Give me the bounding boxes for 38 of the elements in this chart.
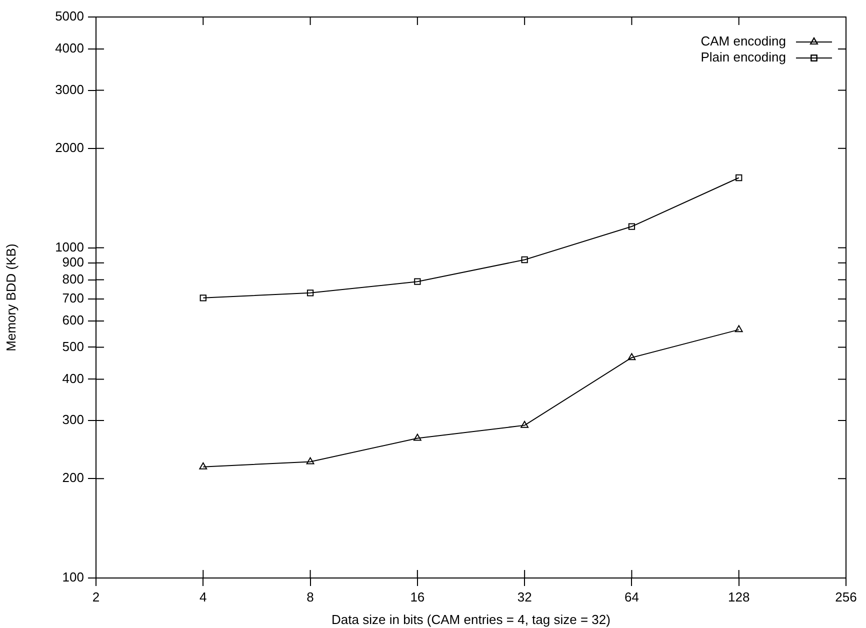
x-tick-label: 2 bbox=[92, 589, 100, 604]
y-tick-label: 600 bbox=[62, 312, 84, 328]
point bbox=[628, 223, 636, 230]
legend-label: CAM encoding bbox=[700, 34, 786, 49]
x-tick-label: 16 bbox=[410, 589, 425, 604]
y-tick-label: 400 bbox=[62, 370, 84, 386]
point bbox=[306, 290, 314, 296]
point bbox=[734, 325, 743, 332]
x-tick-label: 8 bbox=[306, 589, 314, 604]
y-tick-label: 800 bbox=[62, 271, 84, 286]
point bbox=[520, 420, 529, 428]
x-tick-label: 256 bbox=[835, 589, 857, 604]
y-tick-label: 900 bbox=[62, 254, 84, 270]
x-axis-title: Data size in bits (CAM entries = 4, tag size = 32) bbox=[332, 612, 610, 627]
y-tick-label: 100 bbox=[62, 570, 84, 585]
y-tick-label: 200 bbox=[62, 470, 84, 486]
point bbox=[306, 457, 314, 464]
y-tick-label: 2000 bbox=[55, 140, 84, 155]
point bbox=[628, 353, 636, 360]
point bbox=[199, 462, 208, 470]
point bbox=[521, 256, 528, 264]
point bbox=[414, 278, 421, 285]
point bbox=[200, 294, 206, 302]
y-tick-label: 700 bbox=[62, 290, 84, 306]
x-tick-label: 128 bbox=[728, 589, 750, 604]
y-tick-label: 5000 bbox=[55, 8, 84, 24]
y-axis-title: Memory BDD (KB) bbox=[3, 244, 18, 352]
x-tick-label: 4 bbox=[200, 589, 207, 604]
x-tick-label: 64 bbox=[624, 589, 639, 604]
y-tick-label: 4000 bbox=[55, 40, 84, 56]
point bbox=[413, 434, 422, 441]
legend-label: Plain encoding bbox=[700, 50, 786, 65]
point bbox=[736, 174, 742, 182]
x-tick-label: 32 bbox=[517, 589, 532, 604]
y-tick-label: 3000 bbox=[55, 82, 84, 97]
y-tick-label: 1000 bbox=[55, 239, 84, 254]
y-tick-label: 500 bbox=[62, 338, 84, 354]
y-tick-label: 300 bbox=[62, 412, 84, 428]
